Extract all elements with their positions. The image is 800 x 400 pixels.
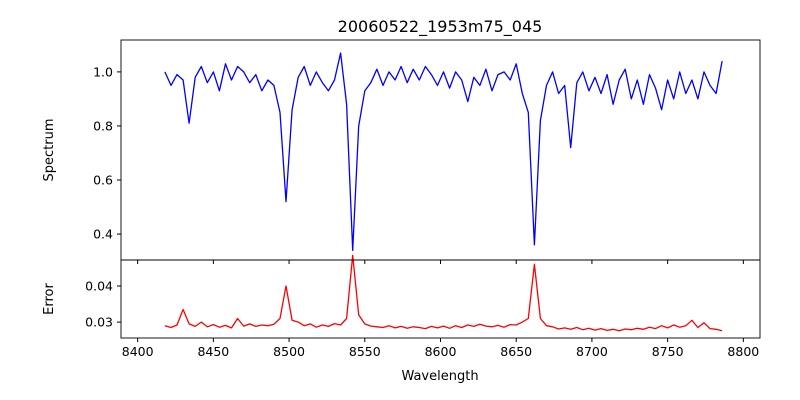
y-axis-label-error: Error	[42, 283, 57, 315]
axes-frame-0	[120, 39, 761, 261]
x-tick-label: 8800	[727, 344, 759, 359]
x-tick-label: 8550	[349, 344, 381, 359]
x-tick-label: 8700	[576, 344, 608, 359]
x-tick-label: 8600	[425, 344, 457, 359]
x-tick-label: 8400	[122, 344, 154, 359]
x-tick-label: 8650	[500, 344, 532, 359]
series-line-spectrum	[164, 52, 723, 251]
x-axis-label: Wavelength	[401, 369, 478, 384]
y-tick-label: 0.4	[93, 227, 113, 242]
y-tick-label: 0.6	[93, 173, 113, 188]
y-tick-label: 1.0	[93, 64, 113, 79]
y-tick-label: 0.03	[85, 315, 113, 330]
x-tick-label: 8500	[273, 344, 305, 359]
y-tick-label: 0.8	[93, 118, 113, 133]
y-axis-label-spectrum: Spectrum	[42, 119, 57, 182]
y-tick-label: 0.04	[85, 279, 113, 294]
x-tick-label: 8750	[652, 344, 684, 359]
series-line-error	[164, 254, 723, 332]
x-tick-label: 8450	[197, 344, 229, 359]
chart-title: 20060522_1953m75_045	[338, 17, 543, 37]
